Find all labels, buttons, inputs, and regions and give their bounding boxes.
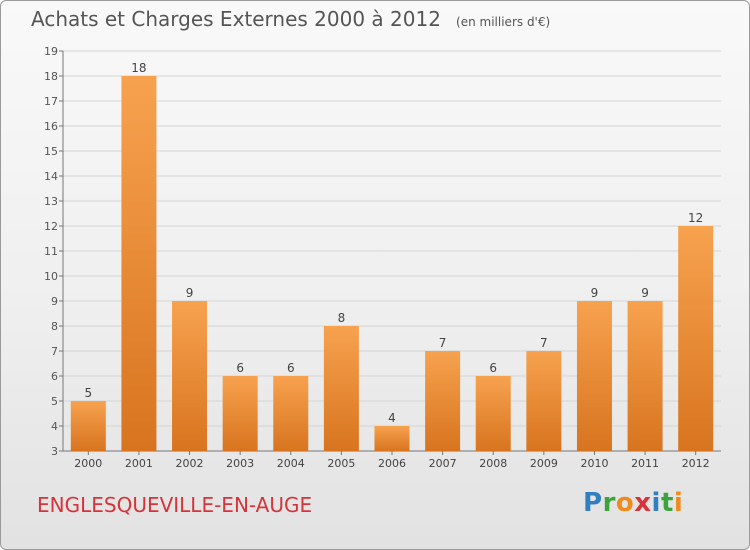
logo-letter: t (660, 488, 674, 518)
y-tick-label: 16 (44, 120, 58, 133)
y-tick-label: 17 (44, 95, 58, 108)
x-tick-label: 2006 (378, 457, 406, 470)
bar (273, 376, 309, 451)
data-label: 6 (489, 361, 497, 375)
data-label: 9 (186, 286, 194, 300)
x-tick-label: 2002 (176, 457, 204, 470)
y-tick-label: 4 (51, 420, 58, 433)
y-tick-label: 11 (44, 245, 58, 258)
y-tick-label: 6 (51, 370, 58, 383)
bar (374, 426, 410, 451)
bar (323, 326, 359, 451)
chart-unit-text: (en milliers d'€) (456, 15, 551, 29)
x-tick-label: 2010 (580, 457, 608, 470)
x-tick-label: 2011 (631, 457, 659, 470)
bar (425, 351, 461, 451)
y-tick-label: 14 (44, 170, 58, 183)
logo-letter: P (583, 488, 603, 518)
x-tick-label: 2001 (125, 457, 153, 470)
logo-letter: i (651, 488, 661, 518)
x-tick-label: 2005 (327, 457, 355, 470)
chart-title-text: Achats et Charges Externes 2000 à 2012 (31, 7, 441, 31)
y-tick-label: 9 (51, 295, 58, 308)
bar (627, 301, 663, 451)
bars (70, 76, 714, 451)
data-label: 9 (641, 286, 649, 300)
bar (576, 301, 612, 451)
data-label: 5 (84, 386, 92, 400)
location-name: ENGLESQUEVILLE-EN-AUGE (37, 493, 313, 517)
logo-letter: i (673, 488, 684, 518)
bar (678, 226, 714, 451)
proxiti-logo: Proxiti (583, 488, 683, 518)
y-tick-label: 5 (51, 395, 58, 408)
logo-letter: o (615, 488, 635, 518)
y-tick-label: 7 (51, 345, 58, 358)
y-tick-label: 15 (44, 145, 58, 158)
x-tick-label: 2004 (277, 457, 305, 470)
bar (475, 376, 511, 451)
x-tick-label: 2007 (429, 457, 457, 470)
x-tick-label: 2003 (226, 457, 254, 470)
y-tick-label: 12 (44, 220, 58, 233)
x-tick-label: 2009 (530, 457, 558, 470)
data-label: 4 (388, 411, 396, 425)
logo-letter: r (602, 488, 616, 518)
data-label: 7 (540, 336, 548, 350)
data-label: 6 (236, 361, 244, 375)
bar (121, 76, 157, 451)
y-tick-label: 3 (51, 445, 58, 458)
y-tick-label: 13 (44, 195, 58, 208)
bar (526, 351, 562, 451)
labels: 5 2000 18 2001 9 2002 6 2003 6 2004 8 2005 4 2006 7 200… (74, 61, 709, 470)
y-tick-label: 10 (44, 270, 58, 283)
x-tick-label: 2008 (479, 457, 507, 470)
data-label: 7 (439, 336, 447, 350)
data-label: 6 (287, 361, 295, 375)
bar (172, 301, 208, 451)
data-label: 12 (688, 211, 703, 225)
y-tick-label: 19 (44, 45, 58, 58)
y-tick-label: 8 (51, 320, 58, 333)
y-tick-label: 18 (44, 70, 58, 83)
logo-letter: x (634, 488, 652, 518)
x-tick-label: 2012 (682, 457, 710, 470)
bar (222, 376, 258, 451)
chart-title: Achats et Charges Externes 2000 à 2012 (… (31, 7, 550, 31)
data-label: 18 (131, 61, 146, 75)
data-label: 8 (338, 311, 346, 325)
bar (70, 401, 106, 451)
grid-lines (63, 50, 721, 427)
data-label: 9 (591, 286, 599, 300)
x-tick-label: 2000 (74, 457, 102, 470)
